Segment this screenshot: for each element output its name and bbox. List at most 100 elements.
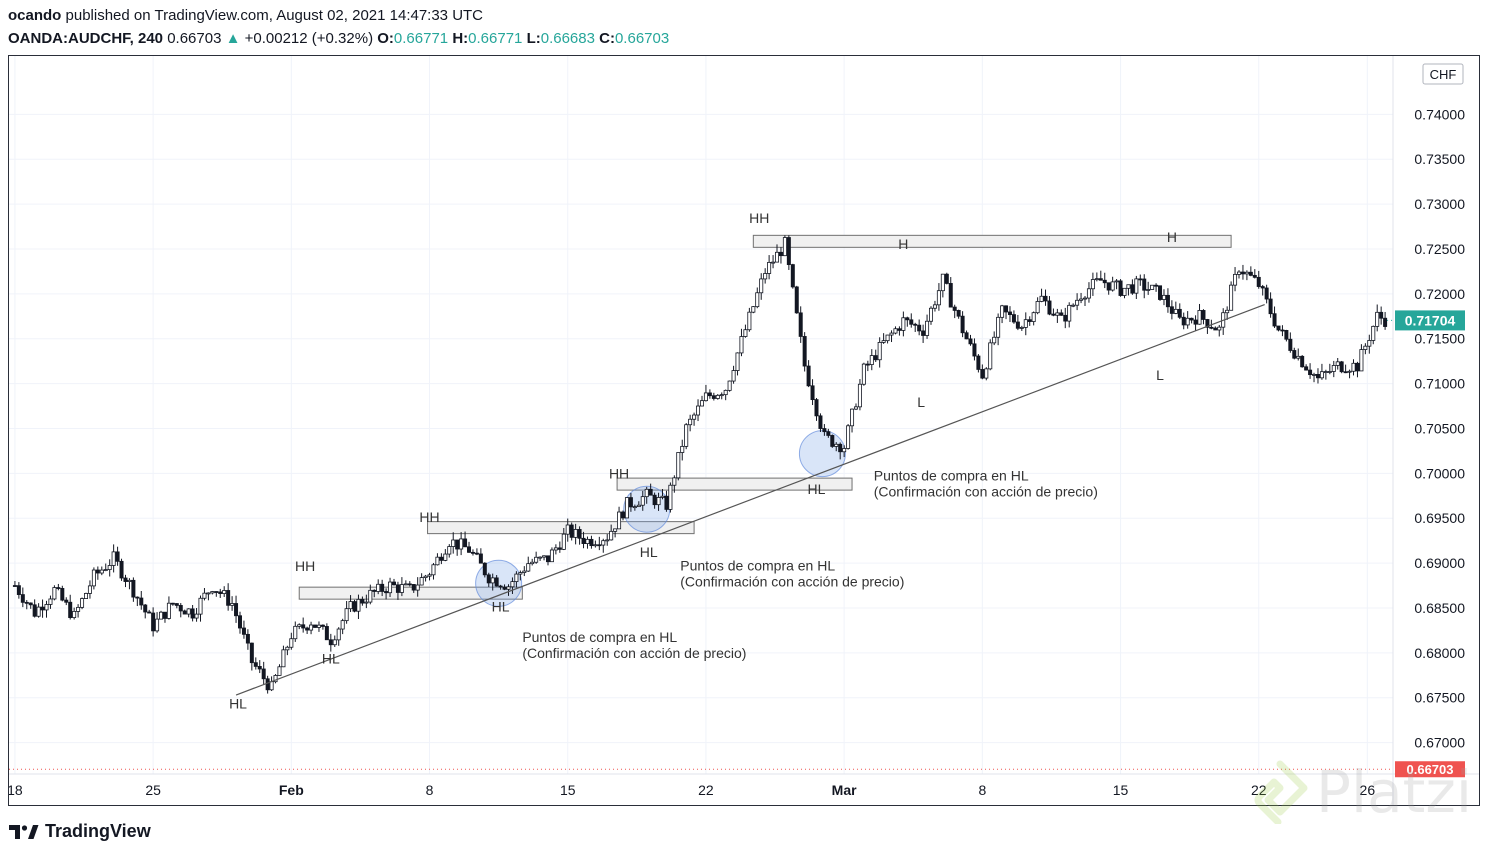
y-tick-label: 0.71500: [1414, 331, 1465, 347]
candle-body: [944, 273, 949, 284]
candle-body: [1047, 300, 1052, 315]
trend-line: [235, 304, 1265, 696]
chart-frame[interactable]: HH HL HL HH HL HH HL HH HL H L H L Puntos de compra …: [7, 55, 1480, 806]
candle-body: [850, 408, 855, 427]
candle-body: [881, 340, 886, 343]
candle-body: [925, 320, 930, 336]
candle-body: [99, 569, 104, 574]
annotation-line: Puntos de compra en HL: [522, 629, 677, 645]
candle-body: [715, 394, 720, 399]
currency-label: CHF: [1430, 67, 1457, 82]
candle-body: [1102, 279, 1107, 284]
candle-body: [1094, 278, 1099, 281]
candle-body: [1161, 294, 1166, 300]
current-price-tag-label: 0.66703: [1407, 762, 1454, 777]
candle-body: [356, 598, 361, 612]
y-tick-label: 0.70000: [1414, 465, 1465, 481]
candle-body: [324, 626, 329, 641]
candle-body: [289, 638, 294, 648]
candle-body: [1027, 319, 1032, 322]
x-tick-label: 26: [1360, 782, 1376, 798]
y-tick-label: 0.73500: [1414, 151, 1465, 167]
time-axis[interactable]: 18 25 Feb 8 15 22 Mar 8 15 22 26: [7, 782, 1376, 798]
candle-body: [905, 317, 910, 321]
candle-body: [778, 251, 783, 257]
x-tick-label: 18: [9, 782, 23, 798]
candle-body: [1075, 299, 1080, 306]
candle-body: [1359, 349, 1364, 372]
candle-body: [802, 336, 807, 367]
candle-body: [976, 355, 981, 370]
candle-body: [696, 405, 701, 416]
candle-body: [348, 601, 353, 610]
buy-point-circle: [798, 430, 846, 478]
swing-label: HL: [229, 695, 247, 711]
candle-body: [771, 261, 776, 264]
candle-body: [24, 601, 29, 604]
candle-body: [553, 547, 558, 551]
candle-body: [956, 310, 961, 317]
candle-body: [798, 312, 803, 337]
candle-body: [1011, 314, 1016, 323]
candle-body: [506, 586, 511, 590]
author-name[interactable]: ocando: [8, 7, 62, 24]
candle-body: [810, 385, 815, 401]
annotation-line: Puntos de compra en HL: [680, 557, 835, 573]
candle-body: [1007, 311, 1012, 315]
candle-body: [435, 556, 440, 566]
price-change: +0.00212 (+0.32%): [244, 30, 374, 47]
candle-body: [1343, 371, 1348, 374]
candle-body: [198, 597, 203, 615]
candle-body: [680, 445, 685, 453]
candle-body: [1083, 297, 1088, 300]
candle-body: [972, 343, 977, 357]
candle-body: [155, 618, 160, 632]
candle-body: [234, 603, 239, 617]
candle-body: [269, 681, 274, 691]
candle-body: [1063, 314, 1068, 322]
candle-body: [1000, 305, 1005, 318]
candle-body: [245, 633, 250, 644]
candle-body: [265, 678, 270, 691]
candle-body: [968, 338, 973, 345]
candle-body: [64, 599, 69, 603]
x-tick-label: 8: [978, 782, 986, 798]
trendline[interactable]: [235, 304, 1265, 696]
candle-body: [60, 588, 65, 601]
candle-body: [1165, 294, 1170, 308]
candle-body: [316, 624, 321, 628]
candle-body: [593, 544, 598, 547]
candle-body: [1367, 340, 1372, 347]
resistance-zone: [752, 234, 1232, 248]
candle-body: [1189, 317, 1194, 321]
x-tick-label: Feb: [279, 782, 304, 798]
candle-body: [210, 591, 215, 594]
tradingview-logo[interactable]: TradingView: [9, 821, 151, 842]
candle-body: [561, 533, 566, 550]
candle-body: [214, 591, 219, 593]
open-label: O:: [377, 30, 394, 47]
candle-body: [415, 584, 420, 591]
tradingview-icon: [9, 824, 39, 839]
candle-body: [87, 585, 92, 594]
candle-body: [486, 574, 491, 584]
symbol-name[interactable]: OANDA:AUDCHF, 240: [8, 30, 164, 47]
candle-body: [190, 608, 195, 619]
candle-body: [857, 383, 862, 408]
candle-body: [786, 237, 791, 266]
price-axis[interactable]: 0.74000 0.73500 0.73000 0.72500 0.72000 0.715…: [1414, 63, 1465, 751]
candle-body: [91, 569, 96, 587]
candle-body: [103, 569, 108, 571]
candle-body: [1233, 273, 1238, 286]
candle-body: [936, 290, 941, 306]
candle-body: [328, 639, 333, 646]
candle-body: [885, 334, 890, 342]
candle-body: [636, 504, 641, 508]
candle-body: [830, 435, 835, 447]
candle-body: [672, 477, 677, 486]
candle-body: [1331, 365, 1336, 372]
candle-body: [621, 511, 626, 519]
last-price-tag-label: 0.71704: [1405, 312, 1456, 328]
candle-body: [28, 602, 33, 606]
